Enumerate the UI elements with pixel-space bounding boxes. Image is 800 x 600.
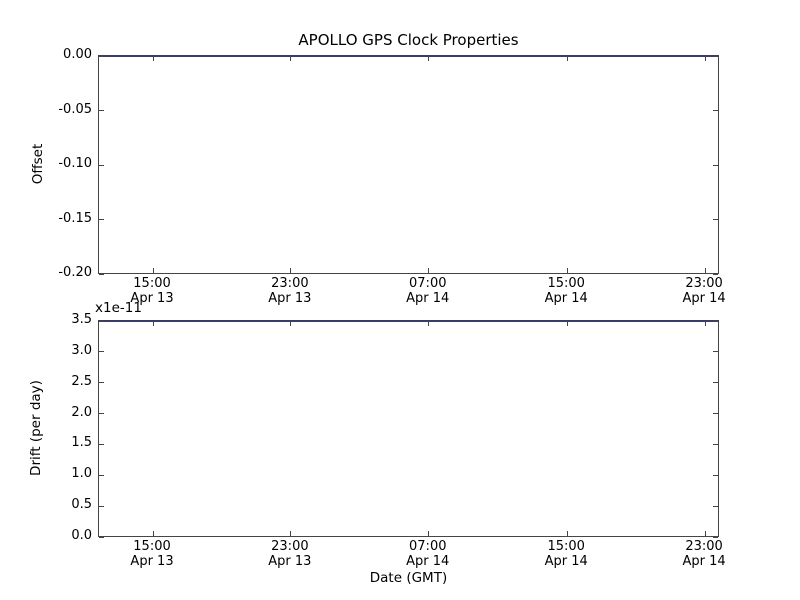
xtick-mark (428, 531, 430, 536)
ytick-mark (713, 351, 718, 353)
ytick-label: -0.10 (58, 156, 92, 171)
ytick-mark (99, 382, 104, 384)
xtick-label: 23:00 Apr 13 (244, 539, 336, 569)
ytick-mark (99, 505, 104, 507)
xtick-mark (290, 268, 292, 273)
xtick-mark (290, 56, 292, 61)
ytick-mark (713, 219, 718, 220)
chart-title: APOLLO GPS Clock Properties (298, 31, 519, 49)
ytick-mark (99, 273, 104, 275)
drift-y-axis-label: Drift (per day) (28, 380, 44, 476)
xtick-mark (152, 56, 154, 61)
ytick-label: -0.20 (58, 265, 92, 280)
xtick-time: 15:00 (133, 539, 171, 554)
xtick-mark (428, 321, 430, 326)
ytick-mark (713, 273, 718, 275)
xtick-time: 23:00 (271, 539, 309, 554)
xtick-label: 23:00 Apr 13 (244, 276, 336, 306)
ytick-label: 0.00 (63, 47, 92, 62)
xtick-mark (704, 321, 706, 326)
xtick-date: Apr 14 (544, 554, 588, 569)
xtick-mark (704, 531, 706, 536)
xtick-mark (566, 321, 568, 326)
xtick-date: Apr 13 (268, 291, 312, 306)
xtick-mark (290, 321, 292, 326)
xtick-mark (704, 268, 706, 273)
ytick-label: 0.5 (71, 497, 92, 513)
xtick-time: 23:00 (685, 539, 723, 554)
ytick-mark (99, 351, 104, 353)
ytick-mark (713, 55, 718, 57)
xtick-mark (428, 56, 430, 61)
xtick-date: Apr 13 (130, 554, 174, 569)
xtick-date: Apr 14 (682, 291, 726, 306)
xtick-time: 15:00 (547, 276, 585, 291)
xtick-time: 15:00 (547, 539, 585, 554)
ytick-mark (99, 474, 104, 476)
xtick-label: 07:00 Apr 14 (382, 276, 474, 306)
xtick-label: 15:00 Apr 14 (520, 276, 612, 306)
xtick-mark (566, 56, 568, 61)
ytick-label: 2.0 (71, 404, 92, 420)
ytick-label: 3.0 (71, 342, 92, 358)
xtick-date: Apr 14 (682, 554, 726, 569)
xtick-label: 23:00 Apr 14 (658, 539, 750, 569)
ytick-mark (713, 382, 718, 384)
ytick-mark (99, 164, 104, 166)
ytick-mark (713, 320, 718, 322)
ytick-mark (713, 413, 718, 415)
ytick-label: 2.5 (71, 373, 92, 389)
ytick-mark (99, 320, 104, 322)
xtick-date: Apr 13 (268, 554, 312, 569)
ytick-mark (99, 536, 104, 538)
ytick-mark (713, 474, 718, 476)
ytick-mark (99, 55, 104, 57)
ytick-mark (99, 219, 104, 220)
ytick-label: -0.05 (58, 101, 92, 117)
xtick-label: 23:00 Apr 14 (658, 276, 750, 306)
y-axis-multiplier-label: x1e-11 (95, 300, 142, 316)
xtick-date: Apr 14 (406, 291, 450, 306)
xtick-time: 15:00 (133, 276, 171, 291)
ytick-mark (99, 443, 104, 445)
xtick-mark (428, 268, 430, 273)
offset-series-line (98, 55, 719, 57)
xtick-date: Apr 14 (544, 291, 588, 306)
ytick-mark (713, 505, 718, 507)
xtick-mark (566, 531, 568, 536)
ytick-label: 0.0 (71, 528, 92, 543)
offset-plot-area (98, 55, 719, 275)
xtick-mark (566, 268, 568, 273)
ytick-mark (99, 413, 104, 415)
xtick-time: 23:00 (271, 276, 309, 291)
ytick-mark (99, 110, 104, 111)
ytick-label: 3.5 (71, 312, 92, 327)
drift-plot-area (98, 320, 719, 538)
xtick-mark (290, 531, 292, 536)
ytick-label: 1.5 (71, 435, 92, 451)
ytick-mark (713, 443, 718, 445)
xtick-label: 15:00 Apr 14 (520, 539, 612, 569)
ytick-mark (713, 164, 718, 166)
ytick-mark (713, 110, 718, 111)
x-axis-label: Date (GMT) (369, 570, 448, 586)
xtick-mark (152, 531, 154, 536)
xtick-label: 15:00 Apr 13 (106, 539, 198, 569)
ytick-label: -0.15 (58, 210, 92, 226)
xtick-mark (152, 321, 154, 326)
ytick-mark (713, 536, 718, 538)
xtick-time: 07:00 (409, 539, 447, 554)
xtick-time: 23:00 (685, 276, 723, 291)
ytick-label: 1.0 (71, 466, 92, 482)
xtick-mark (704, 56, 706, 61)
drift-series-line (98, 320, 719, 322)
xtick-time: 07:00 (409, 276, 447, 291)
xtick-date: Apr 13 (130, 291, 174, 306)
xtick-mark (152, 268, 154, 273)
xtick-label: 07:00 Apr 14 (382, 539, 474, 569)
xtick-date: Apr 14 (406, 554, 450, 569)
xtick-label: 15:00 Apr 13 (106, 276, 198, 306)
